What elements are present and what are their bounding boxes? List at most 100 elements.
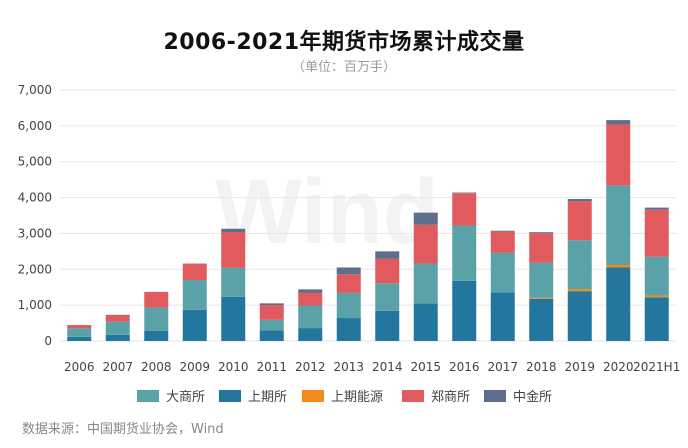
bar-segment-dalian	[606, 185, 631, 265]
bar-segment-zhengzhou	[490, 231, 515, 253]
bar-segment-dalian	[221, 267, 246, 297]
x-tick-label: 2020	[603, 360, 634, 374]
bar-segment-cffex	[567, 199, 592, 202]
y-tick-label: 5,000	[18, 155, 52, 169]
bar-segment-ine	[644, 295, 669, 298]
bar-segment-shanghai	[606, 267, 631, 341]
legend-item-zhengzhou[interactable]: 郑商所	[402, 390, 470, 405]
bar-segment-cffex	[336, 267, 361, 275]
bar-segment-shanghai	[221, 296, 246, 341]
x-tick-label: 2014	[372, 360, 403, 374]
bar-segment-dalian	[144, 307, 169, 331]
y-tick-label: 4,000	[18, 191, 52, 205]
x-axis-tick-labels: 2006 2007 2008 2009 2010 2011 2012 2013 2014 2015…	[64, 360, 680, 374]
bar-segment-ine	[606, 264, 631, 268]
bar-segment-cffex	[298, 289, 323, 293]
bar-segment-ine	[529, 297, 554, 299]
bar-segment-zhengzhou	[221, 231, 246, 268]
bar-segment-shanghai	[105, 334, 130, 341]
x-tick-label: 2013	[333, 360, 364, 374]
x-tick-label: 2017	[487, 360, 518, 374]
legend-swatch	[302, 390, 324, 402]
legend-item-cffex[interactable]: 中金所	[484, 389, 552, 405]
x-tick-label: 2016	[449, 360, 480, 374]
legend-item-dalian[interactable]: 大商所	[137, 390, 205, 405]
y-tick-label: 3,000	[18, 226, 52, 240]
legend-label: 上期能源	[331, 390, 383, 405]
x-tick-label: 2011	[256, 360, 287, 374]
bar-segment-dalian	[490, 252, 515, 293]
y-axis-tick-labels: 0 1,000 2,000 3,000 4,000 5,000 6,000 7,000	[18, 83, 52, 348]
x-tick-label: 2007	[102, 360, 133, 374]
bar-segment-dalian	[529, 262, 554, 298]
bar-segment-shanghai	[567, 291, 592, 341]
bar-segment-dalian	[644, 256, 669, 296]
bar-segment-cffex	[644, 207, 669, 210]
x-tick-label: 2012	[295, 360, 326, 374]
y-tick-label: 1,000	[18, 298, 52, 312]
y-tick-label: 2,000	[18, 262, 52, 276]
bar-segment-shanghai	[529, 298, 554, 341]
bar-segment-cffex	[375, 251, 400, 259]
bar-segment-zhengzhou	[413, 224, 438, 264]
y-tick-label: 7,000	[18, 83, 52, 97]
bar-segment-cffex	[490, 230, 515, 232]
bar-segment-zhengzhou	[182, 263, 207, 281]
legend-item-shanghai[interactable]: 上期所	[219, 390, 287, 405]
bar-segment-cffex	[259, 303, 284, 306]
x-tick-label: 2018	[526, 360, 557, 374]
bar-segment-zhengzhou	[336, 274, 361, 293]
bar-segment-cffex	[221, 228, 246, 232]
bar-segment-zhengzhou	[606, 124, 631, 186]
bar-segment-shanghai	[144, 330, 169, 341]
bar-segment-zhengzhou	[144, 291, 169, 308]
bar-segment-shanghai	[182, 309, 207, 341]
bar-segment-dalian	[67, 328, 92, 337]
bar-segment-dalian	[452, 225, 477, 281]
bar-segment-zhengzhou	[105, 314, 130, 322]
bar-segment-zhengzhou	[529, 233, 554, 263]
bar-segment-dalian	[298, 305, 323, 329]
y-tick-label: 0	[44, 334, 52, 348]
watermark-logo: Wind	[215, 160, 439, 265]
x-tick-label: 2015	[410, 360, 441, 374]
bar-segment-cffex	[452, 192, 477, 194]
x-tick-label: 2021H1	[633, 360, 680, 374]
bar-segment-shanghai	[259, 330, 284, 341]
legend-label: 郑商所	[431, 390, 470, 405]
legend-swatch	[402, 390, 424, 402]
bar-segment-cffex	[606, 120, 631, 125]
bar-segment-shanghai	[490, 292, 515, 341]
chart-subtitle: （单位：百万手）	[291, 60, 396, 75]
bar-segment-shanghai	[413, 303, 438, 341]
bar-segment-ine	[567, 289, 592, 292]
bar-segment-shanghai	[298, 328, 323, 341]
bar-segment-dalian	[182, 280, 207, 310]
legend-swatch	[137, 390, 159, 402]
bar-segment-zhengzhou	[567, 201, 592, 241]
bar-segment-zhengzhou	[67, 325, 92, 329]
legend-swatch	[219, 390, 241, 402]
x-tick-label: 2006	[64, 360, 95, 374]
bar-segment-zhengzhou	[259, 305, 284, 320]
legend[interactable]: 大商所 上期所 上期能源 郑商所 中金所	[137, 389, 552, 405]
bar-segment-shanghai	[67, 336, 92, 341]
legend-label: 上期所	[248, 390, 287, 405]
legend-label: 大商所	[166, 390, 205, 405]
chart-title: 2006-2021年期货市场累计成交量	[163, 30, 525, 55]
bar-segment-zhengzhou	[452, 193, 477, 226]
bar-segment-cffex	[413, 212, 438, 225]
bar-segment-dalian	[259, 319, 284, 331]
x-tick-label: 2008	[141, 360, 172, 374]
bar-segment-shanghai	[452, 280, 477, 341]
bar-segment-zhengzhou	[375, 258, 400, 284]
y-tick-label: 6,000	[18, 119, 52, 133]
x-tick-label: 2009	[179, 360, 210, 374]
bar-segment-dalian	[413, 263, 438, 304]
bar-segment-zhengzhou	[298, 292, 323, 306]
legend-label: 中金所	[513, 389, 552, 405]
legend-item-ine[interactable]: 上期能源	[302, 390, 383, 405]
bar-segment-shanghai	[336, 318, 361, 341]
x-tick-label: 2019	[564, 360, 595, 374]
